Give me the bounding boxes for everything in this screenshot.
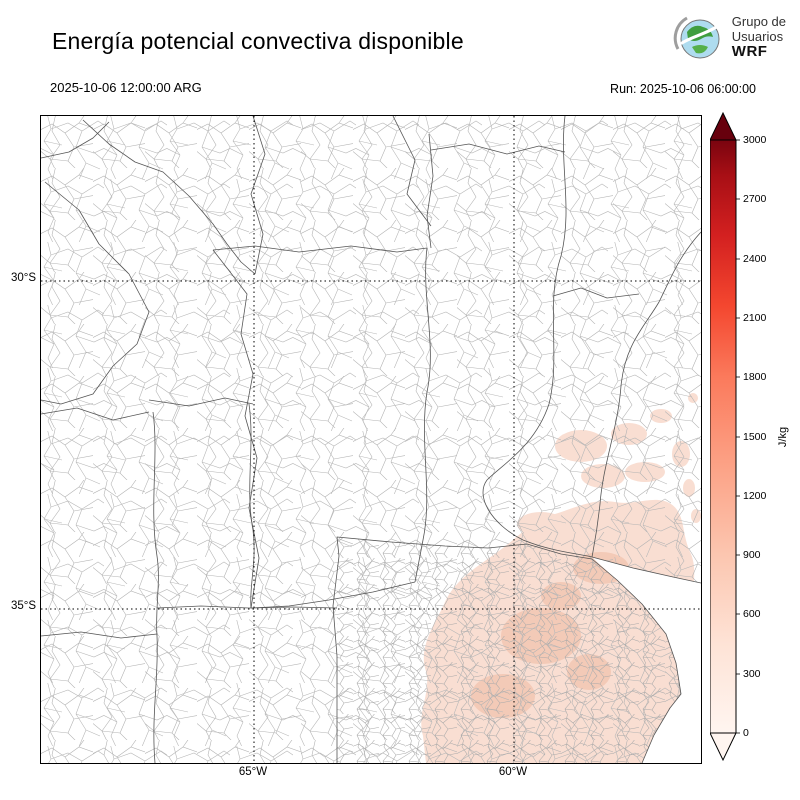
department-boundaries-mesh xyxy=(41,116,701,763)
cb-tick-1800: 1800 xyxy=(743,371,767,383)
wrf-users-group-logo: Grupo de Usuarios WRF xyxy=(673,12,786,64)
cb-tick-900: 900 xyxy=(743,549,761,561)
lat-tick-30s: 30°S xyxy=(10,272,36,284)
logo-line-1: Grupo de xyxy=(731,14,786,30)
colorbar-tick-labels: 0 300 600 900 1200 1500 1800 2100 2400 2… xyxy=(743,134,767,739)
cb-tick-600: 600 xyxy=(743,608,761,620)
cb-tick-1500: 1500 xyxy=(743,431,767,443)
province-borders xyxy=(40,115,702,764)
page-title: Energía potencial convectiva disponible xyxy=(52,28,464,54)
run-time-label: Run: 2025-10-06 06:00:00 xyxy=(610,82,756,96)
colorbar-units-label: J/kg xyxy=(777,427,789,447)
cb-tick-0: 0 xyxy=(743,727,749,739)
colorbar-svg: 0 300 600 900 1200 1500 1800 2100 2400 2… xyxy=(709,111,789,762)
globe-icon xyxy=(673,16,723,59)
map-plot-area xyxy=(40,115,702,764)
logo-line-2: Usuarios xyxy=(731,28,784,44)
cb-tick-2400: 2400 xyxy=(743,253,767,265)
colorbar-lower-arrow xyxy=(709,732,737,762)
colorbar-tick-marks xyxy=(736,139,740,734)
ocean-area xyxy=(592,557,701,763)
lon-tick-60w: 60°W xyxy=(498,766,528,778)
cb-tick-3000: 3000 xyxy=(743,134,767,146)
cb-tick-2700: 2700 xyxy=(743,193,767,205)
colorbar-upper-arrow xyxy=(709,111,737,141)
graticule-gridlines xyxy=(41,116,701,763)
argentina-cape-map xyxy=(40,115,702,764)
lon-tick-65w: 65°W xyxy=(238,766,268,778)
lat-tick-35s: 35°S xyxy=(10,600,36,612)
logo-text: Grupo de Usuarios WRF xyxy=(731,14,786,61)
colorbar-gradient xyxy=(709,139,737,734)
cb-tick-300: 300 xyxy=(743,668,761,680)
cb-tick-1200: 1200 xyxy=(743,490,767,502)
logo-wrf: WRF xyxy=(731,43,768,61)
valid-time-label: 2025-10-06 12:00:00 ARG xyxy=(50,80,202,95)
cb-tick-2100: 2100 xyxy=(743,312,767,324)
colorbar: 0 300 600 900 1200 1500 1800 2100 2400 2… xyxy=(709,111,800,777)
